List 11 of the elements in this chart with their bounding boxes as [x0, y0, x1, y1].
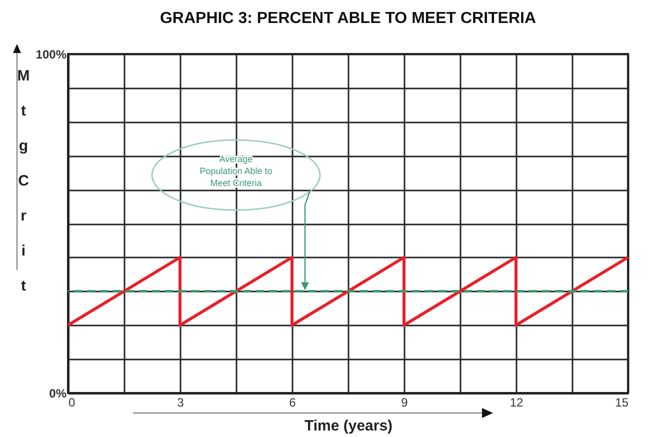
x-tick-label: 6	[289, 396, 296, 410]
x-tick-label: 3	[177, 396, 184, 410]
x-tick-label: 0	[68, 396, 76, 410]
y-tick-label: 100%	[36, 48, 67, 62]
text: Mtg Crit	[17, 68, 30, 294]
x-tick-label: 12	[510, 396, 524, 410]
chart-title: GRAPHIC 3: PERCENT ABLE TO MEET CRITERIA	[160, 10, 536, 27]
x-tick-label: 9	[401, 396, 408, 410]
x-tick-label: 15	[615, 396, 629, 410]
y-tick-label: 0%	[49, 386, 67, 400]
x-axis-title: Time (years)	[304, 418, 393, 434]
